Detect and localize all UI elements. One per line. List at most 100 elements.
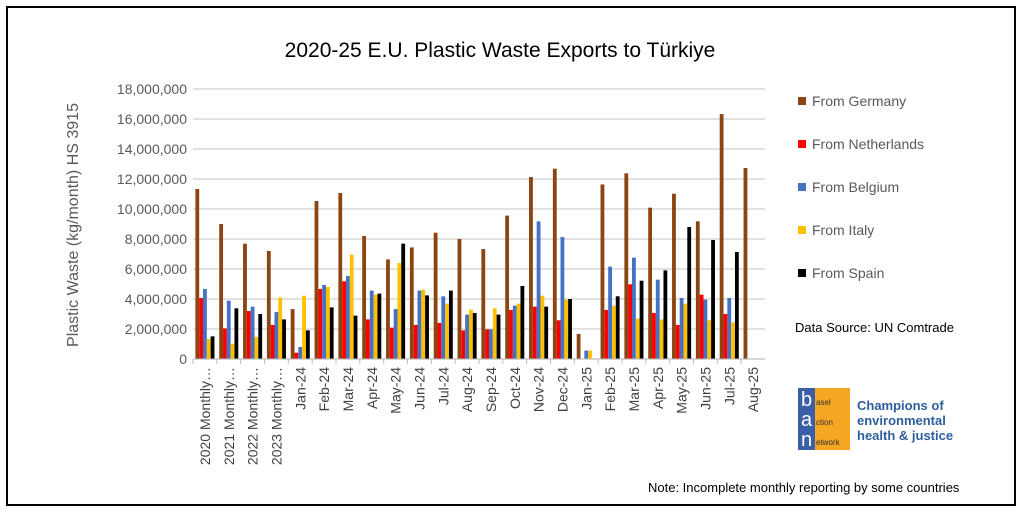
bar-from-spain bbox=[544, 306, 549, 359]
bar-from-belgium bbox=[632, 257, 636, 359]
bar-from-belgium bbox=[441, 296, 446, 359]
x-tick-label: Oct-24 bbox=[507, 367, 523, 409]
bar-from-germany bbox=[648, 207, 653, 359]
x-tick-label: Aug-24 bbox=[459, 367, 475, 412]
logo-word: asel bbox=[816, 398, 831, 407]
legend-swatch bbox=[798, 140, 806, 148]
bar-from-germany bbox=[576, 333, 581, 359]
bar-from-italy bbox=[254, 336, 259, 359]
data-source: Data Source: UN Comtrade bbox=[795, 320, 954, 335]
bar-from-netherlands bbox=[556, 320, 561, 359]
x-tick-label: Apr-24 bbox=[364, 367, 380, 409]
bar-from-spain bbox=[210, 336, 215, 359]
bar-from-germany bbox=[409, 247, 414, 359]
bar-from-italy bbox=[492, 308, 497, 359]
logo-letter: n bbox=[801, 429, 813, 451]
legend-label: From Spain bbox=[812, 265, 884, 281]
bar-from-spain bbox=[472, 312, 477, 359]
bar-from-netherlands bbox=[413, 324, 418, 359]
bar-from-spain bbox=[305, 330, 310, 359]
tagline-line: Champions of bbox=[857, 398, 944, 413]
bar-from-belgium bbox=[489, 329, 493, 359]
bar-from-netherlands bbox=[509, 309, 513, 359]
bar-from-netherlands bbox=[246, 311, 251, 359]
bar-from-italy bbox=[468, 309, 473, 359]
bar-from-spain bbox=[234, 308, 239, 359]
y-tick-label: 6,000,000 bbox=[125, 261, 187, 277]
bar-from-germany bbox=[672, 193, 676, 359]
bar-from-spain bbox=[282, 319, 286, 359]
y-tick-label: 14,000,000 bbox=[117, 141, 187, 157]
bar-from-belgium bbox=[274, 312, 279, 359]
legend-swatch bbox=[798, 226, 806, 234]
bar-from-germany bbox=[362, 236, 367, 359]
bar-from-netherlands bbox=[485, 329, 490, 359]
ban-logo: b a n asel ction etwork bbox=[798, 388, 850, 450]
bar-from-netherlands bbox=[223, 328, 227, 359]
bar-from-netherlands bbox=[294, 352, 299, 359]
bar-from-spain bbox=[401, 243, 406, 359]
y-tick-label: 16,000,000 bbox=[117, 111, 187, 127]
bar-from-italy bbox=[611, 305, 616, 359]
bar-from-germany bbox=[600, 184, 605, 359]
bar-from-italy bbox=[206, 339, 211, 359]
y-axis-label: Plastic Waste (kg/month) HS 3915 bbox=[65, 103, 82, 347]
bar-from-spain bbox=[448, 290, 453, 359]
bar-from-italy bbox=[230, 343, 235, 359]
bar-from-netherlands bbox=[675, 324, 680, 359]
bar-from-netherlands bbox=[199, 297, 204, 359]
bar-from-spain bbox=[425, 295, 429, 359]
bar-from-netherlands bbox=[699, 294, 704, 359]
legend-label: From Germany bbox=[812, 93, 906, 109]
x-tick-label: Mar-24 bbox=[340, 367, 356, 412]
x-tick-label: Jun-24 bbox=[411, 367, 427, 410]
x-tick-label: Jul-25 bbox=[721, 367, 737, 405]
bar-from-spain bbox=[615, 296, 620, 359]
bar-from-spain bbox=[520, 285, 525, 359]
x-tick-label: 2022 Monthly… bbox=[245, 367, 261, 465]
bar-from-italy bbox=[445, 303, 449, 359]
bar-from-italy bbox=[564, 299, 569, 359]
bar-from-spain bbox=[496, 314, 501, 359]
bar-from-netherlands bbox=[437, 323, 442, 359]
legend-swatch bbox=[798, 183, 806, 191]
chart-frame: 2020-25 E.U. Plastic Waste Exports to Tü… bbox=[6, 6, 1016, 506]
bar-from-germany bbox=[195, 189, 200, 359]
bar-from-belgium bbox=[346, 276, 350, 359]
bar-from-belgium bbox=[679, 297, 684, 359]
bar-from-netherlands bbox=[318, 288, 323, 359]
bar-from-germany bbox=[481, 249, 486, 359]
bar-from-germany bbox=[624, 173, 629, 359]
bar-from-spain bbox=[353, 315, 358, 359]
bar-from-italy bbox=[588, 350, 592, 359]
bar-from-netherlands bbox=[723, 314, 728, 359]
x-tick-label: Dec-24 bbox=[554, 367, 570, 412]
bar-from-italy bbox=[397, 263, 402, 359]
bar-from-belgium bbox=[322, 285, 326, 359]
bar-from-belgium bbox=[536, 221, 541, 359]
x-tick-label: Jun-25 bbox=[697, 367, 713, 410]
bar-from-germany bbox=[695, 221, 700, 359]
x-tick-label: 2023 Monthly… bbox=[268, 367, 284, 465]
bar-from-italy bbox=[635, 318, 640, 359]
x-tick-label: Jul-24 bbox=[435, 367, 451, 405]
bar-from-italy bbox=[707, 320, 712, 359]
x-tick-label: 2021 Monthly… bbox=[221, 367, 237, 465]
x-tick-label: Aug-25 bbox=[745, 367, 761, 412]
bar-from-belgium bbox=[298, 347, 303, 359]
bar-from-italy bbox=[659, 319, 664, 359]
bar-from-germany bbox=[243, 243, 247, 359]
footnote: Note: Incomplete monthly reporting by so… bbox=[648, 480, 960, 495]
logo-letter: a bbox=[801, 409, 813, 431]
bar-from-belgium bbox=[203, 288, 207, 359]
bar-from-belgium bbox=[608, 266, 612, 359]
bar-from-italy bbox=[373, 294, 378, 359]
bar-from-netherlands bbox=[270, 324, 275, 359]
bar-from-germany bbox=[219, 224, 224, 359]
bar-from-italy bbox=[683, 303, 688, 359]
bar-from-germany bbox=[386, 259, 390, 359]
legend-label: From Belgium bbox=[812, 179, 899, 195]
bar-from-belgium bbox=[512, 305, 517, 359]
tagline-line: environmental bbox=[857, 413, 946, 428]
x-tick-label: Jan-25 bbox=[578, 367, 594, 410]
